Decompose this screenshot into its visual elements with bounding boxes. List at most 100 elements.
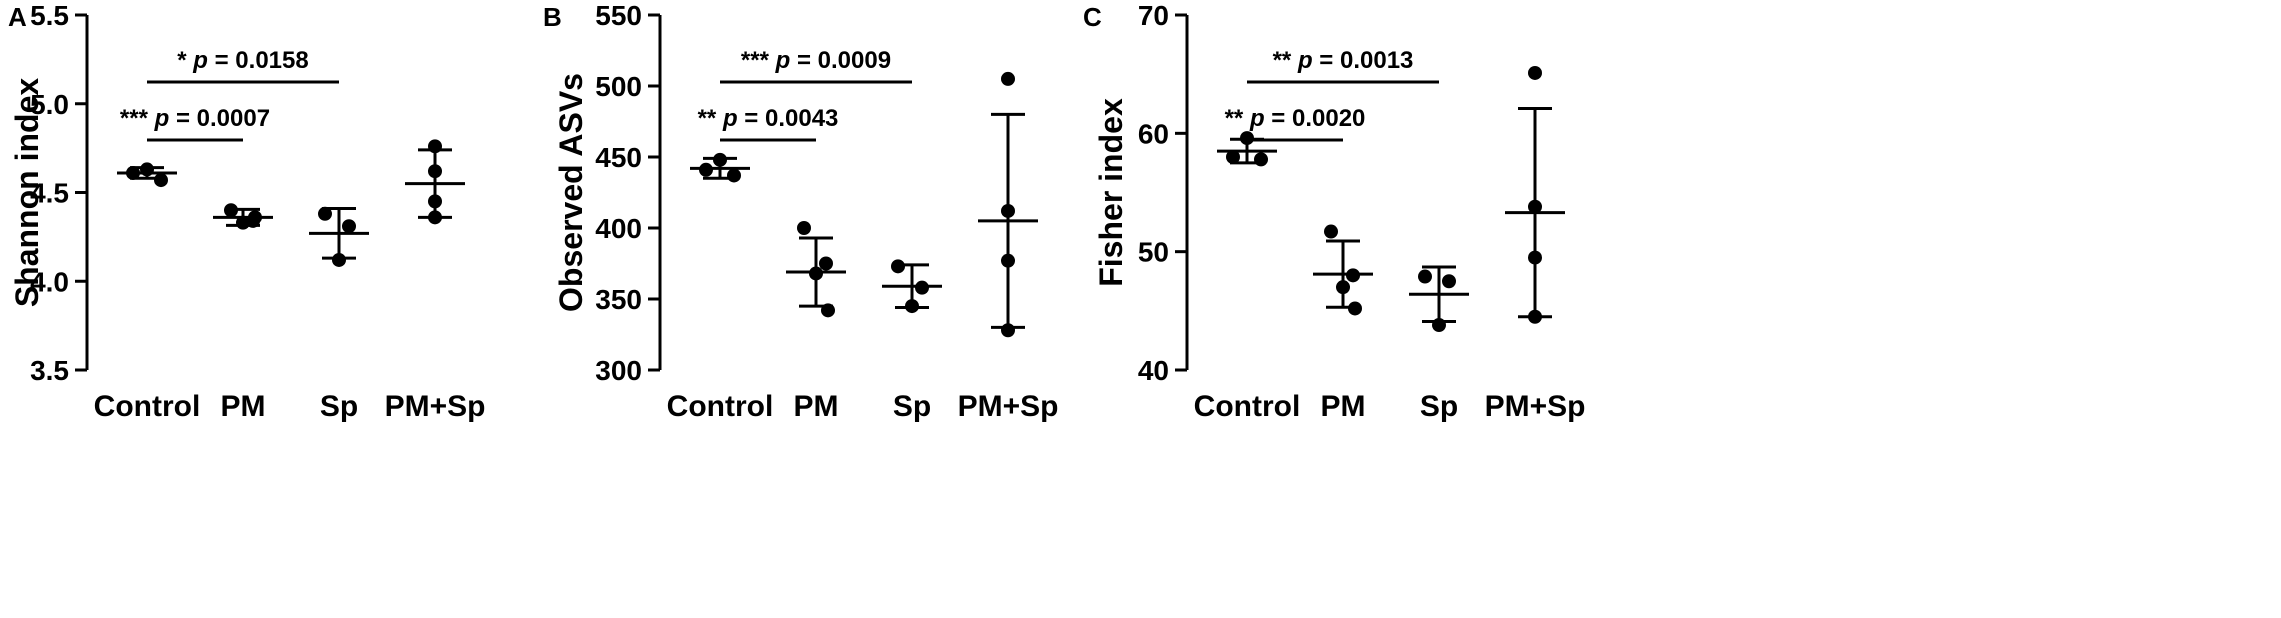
p-symbol: p bbox=[192, 47, 208, 74]
significance-stars: *** bbox=[741, 47, 770, 74]
y-axis-label: Shannon index bbox=[9, 78, 45, 308]
y-axis-label: Fisher index bbox=[1093, 98, 1129, 287]
data-point bbox=[224, 203, 238, 218]
significance-label: ** p = 0.0020 bbox=[1225, 105, 1366, 132]
significance-label: *** p = 0.0007 bbox=[120, 105, 270, 132]
y-axis-label: Observed ASVs bbox=[553, 73, 589, 312]
significance-label: ** p = 0.0043 bbox=[698, 105, 839, 132]
data-point bbox=[1528, 199, 1542, 214]
data-point bbox=[1418, 269, 1432, 284]
data-point bbox=[915, 280, 929, 295]
y-tick-label: 550 bbox=[595, 0, 642, 31]
data-point bbox=[332, 252, 346, 267]
data-point bbox=[342, 219, 356, 234]
data-point bbox=[891, 259, 905, 274]
p-symbol: p bbox=[1297, 47, 1313, 74]
data-point bbox=[1001, 253, 1015, 268]
x-tick-label: Control bbox=[1194, 390, 1301, 423]
significance-stars: * bbox=[177, 47, 187, 74]
y-tick-label: 350 bbox=[595, 284, 642, 315]
data-point bbox=[1528, 250, 1542, 265]
x-tick-label: Control bbox=[94, 390, 201, 423]
x-tick-label: PM bbox=[794, 390, 839, 423]
data-point bbox=[428, 210, 442, 225]
y-tick-label: 400 bbox=[595, 213, 642, 244]
p-value: = 0.0013 bbox=[1319, 47, 1413, 74]
significance-stars: ** bbox=[1225, 105, 1244, 132]
data-point bbox=[140, 162, 154, 177]
data-point bbox=[819, 256, 833, 271]
x-tick-label: PM bbox=[221, 390, 266, 423]
y-tick-label: 40 bbox=[1138, 355, 1169, 386]
y-tick-label: 60 bbox=[1138, 118, 1169, 149]
p-value: = 0.0043 bbox=[744, 105, 838, 132]
p-value: = 0.0020 bbox=[1271, 105, 1365, 132]
data-point bbox=[1254, 152, 1268, 167]
data-point bbox=[797, 221, 811, 235]
data-point bbox=[428, 139, 442, 154]
p-value: = 0.0158 bbox=[215, 47, 309, 74]
y-tick-label: 300 bbox=[595, 355, 642, 386]
y-tick-label: 5.5 bbox=[30, 0, 69, 31]
panel: B Observed ASVs 300 350 400 450 500 550 Control P… bbox=[543, 0, 1058, 423]
data-point bbox=[1346, 268, 1360, 283]
panel-label: B bbox=[543, 2, 562, 32]
p-symbol: p bbox=[154, 105, 170, 132]
p-symbol: p bbox=[722, 105, 738, 132]
x-tick-label: PM bbox=[1321, 390, 1366, 423]
x-tick-label: Sp bbox=[1420, 390, 1458, 423]
data-point bbox=[1001, 203, 1015, 218]
data-point bbox=[1001, 71, 1015, 86]
y-tick-label: 4.0 bbox=[30, 266, 69, 297]
data-point bbox=[154, 173, 168, 188]
data-point bbox=[1240, 131, 1254, 146]
y-tick-label: 500 bbox=[595, 71, 642, 102]
p-value: = 0.0009 bbox=[797, 47, 891, 74]
y-tick-label: 50 bbox=[1138, 237, 1169, 268]
y-tick-label: 70 bbox=[1138, 0, 1169, 31]
data-point bbox=[713, 152, 727, 167]
data-point bbox=[809, 266, 823, 281]
data-point bbox=[1442, 274, 1456, 289]
data-point bbox=[318, 206, 332, 221]
data-point bbox=[248, 210, 262, 225]
p-symbol: p bbox=[775, 47, 791, 74]
y-tick-label: 3.5 bbox=[30, 355, 69, 386]
data-point bbox=[1528, 65, 1542, 80]
data-point bbox=[905, 299, 919, 314]
panel: A Shannon index 3.5 4.0 4.5 5.0 5.5 Control PM Sp… bbox=[8, 0, 485, 423]
significance-stars: *** bbox=[120, 105, 149, 132]
panel-label: C bbox=[1083, 2, 1102, 32]
y-tick-label: 5.0 bbox=[30, 89, 69, 120]
significance-label: ** p = 0.0013 bbox=[1273, 47, 1414, 74]
data-point bbox=[1001, 323, 1015, 338]
y-tick-label: 4.5 bbox=[30, 178, 69, 209]
p-symbol: p bbox=[1249, 105, 1265, 132]
data-point bbox=[1528, 309, 1542, 324]
data-point bbox=[1226, 150, 1240, 164]
p-value: = 0.0007 bbox=[176, 105, 270, 132]
data-point bbox=[699, 162, 713, 177]
x-tick-label: PM+Sp bbox=[958, 390, 1059, 423]
data-point bbox=[428, 194, 442, 209]
x-tick-label: Control bbox=[667, 390, 774, 423]
data-point bbox=[1348, 301, 1362, 316]
significance-label: *** p = 0.0009 bbox=[741, 47, 891, 74]
x-tick-label: PM+Sp bbox=[385, 390, 486, 423]
data-point bbox=[821, 303, 835, 318]
data-point bbox=[1336, 280, 1350, 295]
significance-label: * p = 0.0158 bbox=[177, 47, 308, 74]
x-tick-label: Sp bbox=[320, 390, 358, 423]
significance-stars: ** bbox=[1273, 47, 1292, 74]
data-point bbox=[236, 215, 250, 230]
x-tick-label: Sp bbox=[893, 390, 931, 423]
data-point bbox=[1432, 318, 1446, 333]
data-point bbox=[727, 168, 741, 183]
significance-stars: ** bbox=[698, 105, 717, 132]
y-tick-label: 450 bbox=[595, 142, 642, 173]
x-tick-label: PM+Sp bbox=[1485, 390, 1586, 423]
panel-label: A bbox=[8, 2, 27, 32]
data-point bbox=[1324, 224, 1338, 239]
panel: C Fisher index 40 50 60 70 Control PM Sp PM+Sp ** … bbox=[1083, 0, 1585, 423]
